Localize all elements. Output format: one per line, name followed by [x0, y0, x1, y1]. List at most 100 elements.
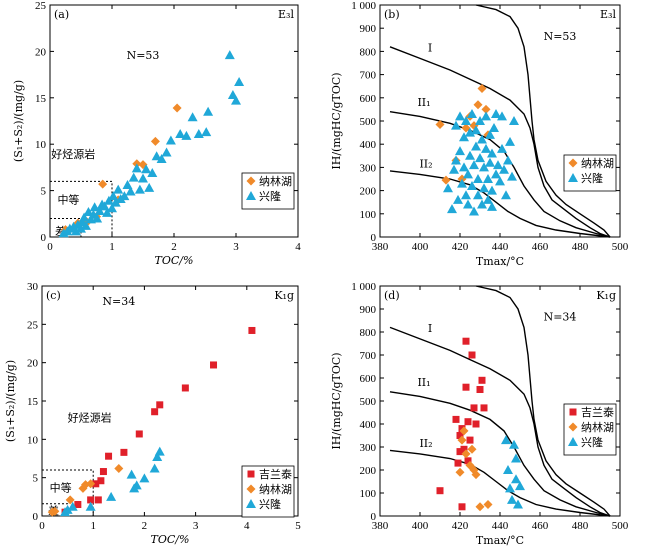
x-tick-label: 3 — [233, 241, 239, 253]
data-point — [138, 173, 148, 183]
y-tick-label: 200 — [360, 465, 377, 477]
data-point — [113, 184, 124, 194]
data-point — [449, 164, 459, 174]
data-point — [89, 202, 100, 212]
sample-count: N=53 — [127, 49, 160, 62]
data-point — [479, 162, 489, 172]
data-point — [476, 386, 484, 393]
data-point — [511, 474, 521, 484]
data-point — [458, 503, 466, 511]
y-axis-label: (S₁+S₂)/(mg/g) — [4, 360, 17, 442]
x-tick-label: 0 — [39, 520, 45, 532]
y-tick-label: 100 — [360, 209, 377, 221]
data-point — [468, 351, 476, 359]
data-point — [455, 111, 465, 121]
data-point — [491, 169, 501, 179]
data-point — [201, 127, 212, 137]
y-tick-label: 15 — [27, 396, 39, 408]
data-point — [487, 148, 497, 158]
data-point — [471, 141, 481, 151]
y-tick-label: 10 — [35, 139, 47, 151]
legend-marker — [247, 470, 255, 478]
data-point — [71, 226, 82, 236]
data-point — [462, 337, 470, 345]
x-axis-label: TOC/% — [151, 533, 190, 546]
data-point — [453, 194, 463, 204]
data-point — [503, 465, 513, 474]
panel-label: (d) — [384, 289, 400, 302]
legend-marker — [246, 176, 256, 186]
y-axis-label: IH/(mgHC/gTOC) — [330, 352, 343, 449]
data-point — [489, 122, 499, 132]
data-point — [459, 162, 469, 172]
data-point — [152, 451, 163, 461]
data-point — [149, 463, 160, 473]
y-tick-label: 0 — [33, 511, 39, 523]
data-point — [507, 494, 517, 504]
data-point — [80, 220, 91, 230]
data-point — [471, 125, 481, 135]
curve-label: II₂ — [419, 157, 432, 170]
data-point — [472, 420, 480, 428]
data-point — [481, 143, 491, 153]
kerogen-curve — [475, 4, 611, 238]
legend-label: 纳林湖 — [259, 482, 292, 496]
panel-a: 0 1 2 3 4 0 5 10 15 20 25 TOC/% (S₁+S₂)/(mg/g) (a) E₃l… — [12, 0, 301, 267]
data-point — [473, 174, 483, 183]
data-point — [125, 186, 136, 196]
series-xinglong — [501, 435, 525, 509]
data-point — [435, 119, 445, 129]
x-tick-label: 4 — [244, 520, 250, 532]
data-point — [493, 160, 503, 170]
data-point — [79, 212, 90, 222]
series-jilantai — [436, 337, 488, 511]
data-point — [461, 449, 471, 459]
data-point — [452, 415, 460, 423]
data-point — [483, 194, 493, 204]
data-point — [513, 499, 523, 509]
panel-label: (a) — [54, 8, 69, 21]
data-point — [443, 183, 453, 193]
data-point — [441, 175, 451, 185]
y-axis-label: IH/(mgHC/gTOC) — [330, 72, 343, 169]
y-tick-label: 25 — [35, 0, 47, 12]
annotation: 好烃源岩 — [51, 147, 95, 161]
data-point — [224, 50, 235, 60]
data-point — [134, 184, 145, 194]
panel-label: (c) — [46, 289, 61, 302]
data-point — [481, 111, 491, 121]
data-point — [67, 501, 78, 511]
y-tick-label: 10 — [27, 434, 39, 446]
y-tick-label: 1 000 — [351, 281, 376, 293]
formation-label: E₃l — [600, 8, 616, 21]
panel-c: 0 1 2 3 4 5 0 5 10 15 20 25 30 TOC/% (S₁+S₂)/(mg/g) (c)… — [4, 281, 301, 546]
data-point — [457, 435, 467, 445]
data-point — [473, 190, 483, 200]
data-point — [457, 178, 467, 188]
y-tick-label: 30 — [27, 281, 39, 293]
data-point — [120, 448, 128, 456]
x-axis-label: TOC/% — [155, 254, 194, 267]
legend-marker — [246, 484, 256, 494]
data-point — [135, 430, 143, 438]
data-point — [154, 446, 165, 456]
good-source-box — [50, 180, 113, 237]
data-point — [467, 109, 477, 119]
data-point — [187, 112, 198, 122]
y-tick-label: 5 — [33, 473, 39, 485]
y-tick-label: 5 — [41, 186, 47, 198]
y-tick-label: 300 — [360, 442, 377, 454]
kerogen-curve — [389, 46, 611, 238]
data-point — [477, 84, 487, 94]
data-point — [469, 206, 479, 216]
data-point — [480, 404, 488, 412]
y-tick-label: 900 — [360, 304, 377, 316]
x-tick-label: 480 — [572, 520, 589, 532]
data-point — [471, 470, 481, 480]
data-point — [107, 203, 117, 213]
data-point — [467, 180, 477, 190]
series-xinglong — [58, 50, 245, 238]
data-point — [460, 445, 468, 453]
data-point — [465, 127, 475, 137]
data-point — [463, 169, 473, 179]
